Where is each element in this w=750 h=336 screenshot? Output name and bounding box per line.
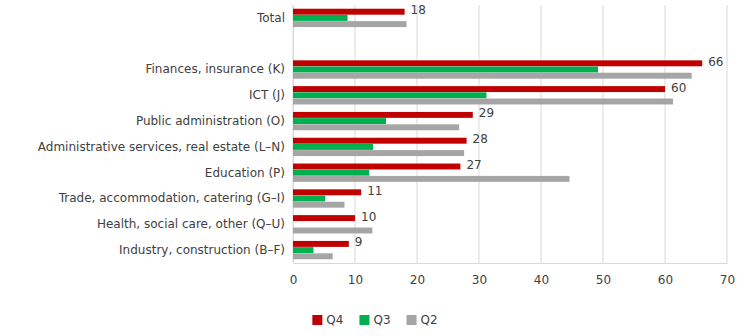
tick: Total bbox=[256, 11, 293, 25]
chart: 0 10 20 30 40 50 60 70 Total Finances, insurance … bbox=[0, 0, 750, 336]
axis-line bbox=[293, 6, 294, 264]
bar bbox=[293, 92, 486, 98]
axis-line bbox=[294, 263, 728, 264]
legend-item: Q2 bbox=[407, 313, 438, 327]
tick: 20 bbox=[410, 263, 425, 287]
category-label: Industry, construction (B–F) bbox=[119, 243, 285, 257]
bar bbox=[293, 189, 361, 195]
series bbox=[293, 15, 598, 253]
tick: 40 bbox=[534, 263, 549, 287]
bar bbox=[293, 67, 598, 73]
category-label: Health, social care, other (Q–U) bbox=[97, 217, 285, 231]
bar bbox=[293, 247, 313, 253]
grid-line bbox=[417, 5, 418, 263]
bar bbox=[293, 118, 386, 124]
tick: 0 bbox=[290, 263, 298, 287]
grid-line bbox=[541, 5, 542, 263]
bar bbox=[293, 253, 333, 259]
legend: Q4 Q3 Q2 bbox=[312, 313, 437, 327]
tick-label: 0 bbox=[290, 273, 298, 287]
category-label: Education (P) bbox=[205, 166, 285, 180]
data-label: 18 bbox=[411, 3, 426, 17]
data-label: 28 bbox=[473, 132, 488, 146]
tick: 10 bbox=[348, 263, 363, 287]
data-label: 60 bbox=[671, 81, 686, 95]
series bbox=[293, 21, 692, 259]
tick: Industry, construction (B–F) bbox=[119, 243, 293, 257]
legend-item: Q3 bbox=[359, 313, 390, 327]
tick-label: 60 bbox=[658, 273, 673, 287]
grid-line bbox=[355, 5, 356, 263]
bar bbox=[293, 164, 460, 170]
bar bbox=[293, 86, 665, 92]
data-label: 11 bbox=[367, 184, 382, 198]
legend-label: Q3 bbox=[373, 313, 390, 327]
bar bbox=[293, 196, 325, 202]
category-axis: Total Finances, insurance (K) ICT (J) Publi… bbox=[38, 6, 294, 264]
data-label: 29 bbox=[479, 106, 494, 120]
bar bbox=[293, 215, 355, 221]
data-label: 66 bbox=[708, 55, 723, 69]
tick-label: 70 bbox=[720, 273, 735, 287]
data-label: 27 bbox=[466, 158, 481, 172]
tick: ICT (J) bbox=[249, 88, 293, 102]
legend-label: Q2 bbox=[421, 313, 438, 327]
bar bbox=[293, 60, 702, 66]
data-labels: 18 66 60 29 28 27 11 10 9 bbox=[355, 3, 724, 249]
bar bbox=[293, 15, 348, 21]
category-label: Trade, accommodation, catering (G–I) bbox=[58, 191, 285, 205]
category-label: Administrative services, real estate (L–… bbox=[38, 140, 285, 154]
tick-label: 50 bbox=[596, 273, 611, 287]
bar bbox=[293, 150, 464, 156]
legend-item: Q4 bbox=[312, 313, 343, 327]
bar bbox=[293, 241, 349, 247]
series bbox=[293, 9, 702, 247]
data-label: 10 bbox=[361, 210, 376, 224]
grid-line bbox=[293, 5, 294, 263]
bar bbox=[293, 112, 473, 118]
bar bbox=[293, 228, 372, 234]
tick-label: 30 bbox=[472, 273, 487, 287]
tick: Health, social care, other (Q–U) bbox=[97, 217, 293, 231]
bar bbox=[293, 9, 405, 15]
tick: 60 bbox=[658, 263, 673, 287]
legend-swatch bbox=[407, 315, 417, 325]
tick: 50 bbox=[596, 263, 611, 287]
category-label: Finances, insurance (K) bbox=[145, 62, 285, 76]
legend-swatch bbox=[312, 315, 322, 325]
bar bbox=[293, 170, 369, 176]
bar bbox=[293, 144, 373, 150]
category-label: Public administration (O) bbox=[136, 114, 285, 128]
grid-line bbox=[603, 5, 604, 263]
bar bbox=[293, 221, 294, 227]
tick: 70 bbox=[720, 263, 735, 287]
bar bbox=[293, 73, 692, 79]
tick-label: 40 bbox=[534, 273, 549, 287]
bar bbox=[293, 99, 673, 105]
tick: 30 bbox=[472, 263, 487, 287]
bar bbox=[293, 21, 406, 27]
bars bbox=[293, 9, 702, 260]
tick: Education (P) bbox=[205, 166, 293, 180]
category-label: Total bbox=[256, 11, 285, 25]
tick: Public administration (O) bbox=[136, 114, 293, 128]
tick: Finances, insurance (K) bbox=[145, 62, 293, 76]
grid-line bbox=[727, 5, 728, 263]
grid-line bbox=[665, 5, 666, 263]
legend-label: Q4 bbox=[326, 313, 343, 327]
tick-label: 10 bbox=[348, 273, 363, 287]
tick: Administrative services, real estate (L–… bbox=[38, 140, 293, 154]
grid bbox=[293, 5, 727, 263]
category-label: ICT (J) bbox=[249, 88, 285, 102]
legend-swatch bbox=[359, 315, 369, 325]
bar bbox=[293, 202, 344, 208]
tick-label: 20 bbox=[410, 273, 425, 287]
tick: Trade, accommodation, catering (G–I) bbox=[58, 191, 293, 205]
data-label: 9 bbox=[355, 235, 363, 249]
bar bbox=[293, 138, 467, 144]
bar bbox=[293, 176, 570, 182]
value-axis: 0 10 20 30 40 50 60 70 bbox=[290, 263, 735, 287]
bar bbox=[293, 124, 459, 130]
